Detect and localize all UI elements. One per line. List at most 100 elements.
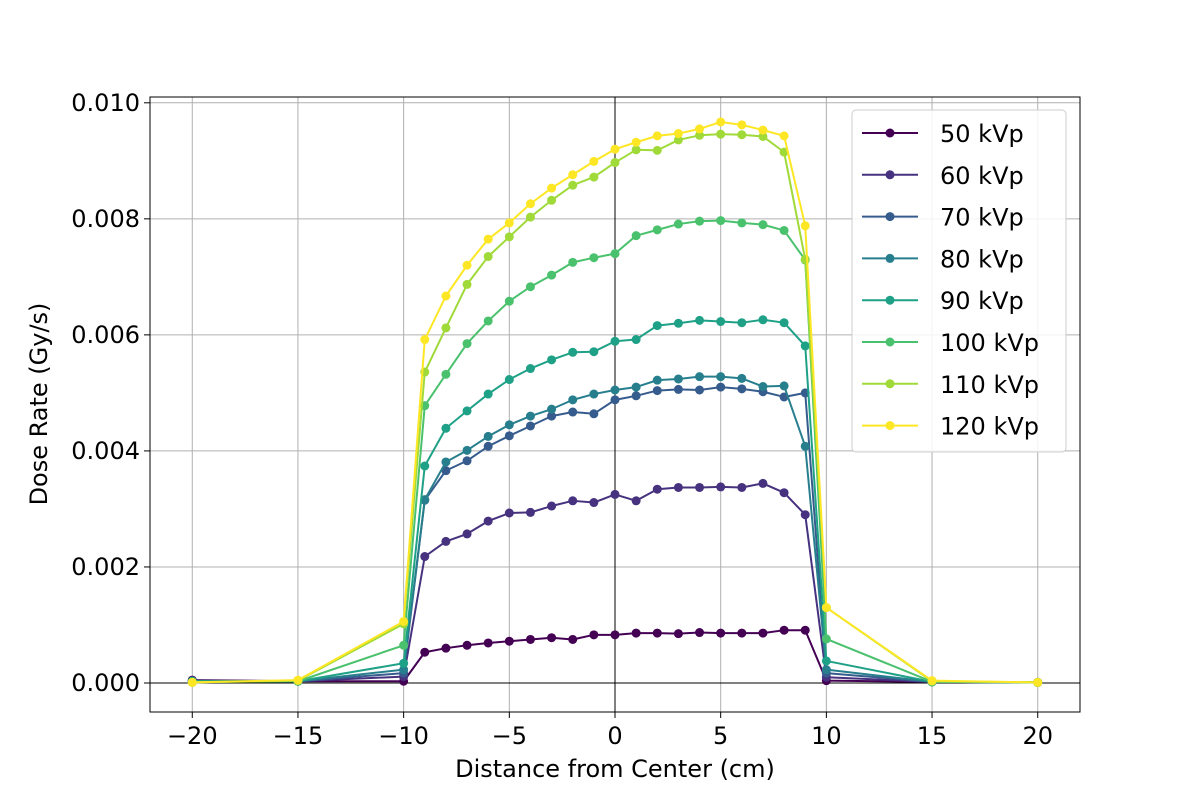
- data-point: [293, 675, 303, 685]
- data-point: [779, 625, 789, 635]
- data-point: [695, 315, 705, 325]
- data-point: [695, 385, 705, 395]
- data-point: [1033, 677, 1043, 687]
- data-point: [673, 629, 683, 639]
- data-point: [652, 375, 662, 385]
- data-point: [525, 421, 535, 431]
- legend-entry: 100 kVp: [862, 329, 1039, 357]
- data-point: [547, 501, 557, 511]
- y-axis-ticks: 0.000 0.002 0.004 0.006 0.008 0.010: [71, 89, 150, 697]
- data-point: [800, 254, 810, 264]
- data-point: [483, 516, 493, 526]
- data-point: [821, 665, 831, 675]
- x-tick-label: −20: [167, 722, 218, 750]
- legend-marker: [885, 212, 895, 222]
- data-point: [568, 347, 578, 357]
- data-point: [800, 625, 810, 635]
- data-point: [525, 282, 535, 292]
- data-point: [716, 628, 726, 638]
- data-point: [716, 482, 726, 492]
- data-point: [483, 638, 493, 648]
- y-tick-label: 0.008: [71, 205, 140, 233]
- data-point: [800, 341, 810, 351]
- data-point: [547, 633, 557, 643]
- data-point: [631, 145, 641, 155]
- legend-box: [851, 109, 1067, 453]
- data-point: [821, 634, 831, 644]
- legend-entry: 90 kVp: [862, 287, 1024, 315]
- data-point: [441, 369, 451, 379]
- data-point: [504, 431, 514, 441]
- data-point: [737, 482, 747, 492]
- data-point: [610, 158, 620, 168]
- data-point: [758, 131, 768, 141]
- data-point: [800, 441, 810, 451]
- data-point: [504, 375, 514, 385]
- data-point: [441, 643, 451, 653]
- legend-marker: [885, 295, 895, 305]
- legend-marker: [885, 170, 895, 180]
- x-tick-label: −10: [378, 722, 429, 750]
- legend-label: 120 kVp: [940, 413, 1039, 441]
- data-point: [821, 656, 831, 666]
- x-axis-label: Distance from Center (cm): [455, 755, 775, 783]
- data-point: [483, 316, 493, 326]
- data-point: [716, 129, 726, 139]
- series-90-kvp: [187, 315, 1043, 687]
- data-point: [652, 131, 662, 141]
- legend-entry: 50 kVp: [862, 120, 1024, 148]
- legend-marker: [885, 379, 895, 389]
- zero-lines: [150, 97, 1080, 712]
- data-point: [737, 318, 747, 328]
- data-point: [441, 423, 451, 433]
- data-point: [652, 628, 662, 638]
- x-tick-label: 15: [917, 722, 948, 750]
- data-point: [631, 231, 641, 241]
- data-point: [779, 147, 789, 157]
- data-point: [737, 373, 747, 383]
- data-point: [652, 484, 662, 494]
- data-point: [673, 482, 683, 492]
- data-point: [631, 137, 641, 147]
- data-point: [547, 270, 557, 280]
- data-point: [695, 482, 705, 492]
- data-point: [483, 389, 493, 399]
- data-point: [673, 318, 683, 328]
- data-point: [779, 488, 789, 498]
- series-50-kvp: [187, 625, 1043, 687]
- data-point: [568, 634, 578, 644]
- data-point: [589, 630, 599, 640]
- data-point: [462, 260, 472, 270]
- data-point: [779, 225, 789, 235]
- data-point: [547, 355, 557, 365]
- x-tick-label: 0: [607, 722, 622, 750]
- legend-label: 110 kVp: [940, 371, 1039, 399]
- data-point: [610, 336, 620, 346]
- data-point: [758, 478, 768, 488]
- data-point: [420, 647, 430, 657]
- data-point: [631, 391, 641, 401]
- x-tick-label: 5: [713, 722, 728, 750]
- data-point: [652, 321, 662, 331]
- data-point: [673, 135, 683, 145]
- data-point: [652, 386, 662, 396]
- data-point: [673, 384, 683, 394]
- data-point: [441, 291, 451, 301]
- legend-label: 100 kVp: [940, 329, 1039, 357]
- data-point: [525, 634, 535, 644]
- series-120-kvp: [187, 117, 1043, 687]
- legend-entry: 80 kVp: [862, 245, 1024, 273]
- data-point: [737, 384, 747, 394]
- data-point: [779, 318, 789, 328]
- data-point: [568, 496, 578, 506]
- data-point: [610, 385, 620, 395]
- data-point: [568, 407, 578, 417]
- data-point: [187, 677, 197, 687]
- series-60-kvp: [187, 478, 1043, 687]
- data-point: [568, 180, 578, 190]
- data-point: [695, 628, 705, 638]
- data-point: [589, 389, 599, 399]
- data-point: [695, 372, 705, 382]
- data-point: [652, 145, 662, 155]
